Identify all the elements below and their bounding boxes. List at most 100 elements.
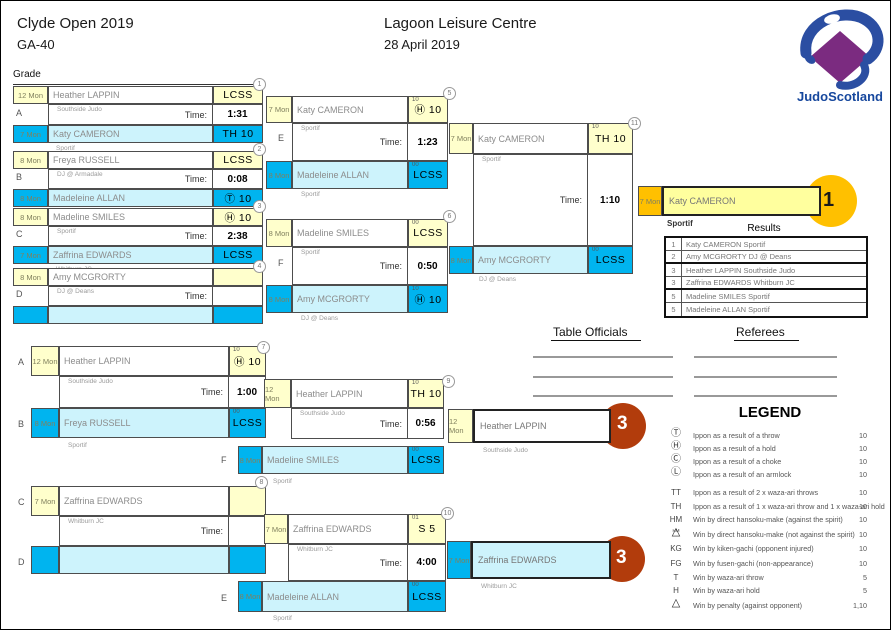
belt-cell (31, 546, 59, 574)
match-label: D (16, 289, 23, 299)
club-label: Southside Judo (57, 106, 102, 113)
club-label: Sportif (68, 442, 87, 449)
bronze2-name: Zaffrina EDWARDS (471, 541, 611, 579)
winner-name: Katy CAMERON (662, 186, 821, 216)
time-label: Time: (184, 291, 207, 301)
time-label: Time: (379, 418, 402, 429)
legend-desc: Win by waza-ari hold (693, 586, 760, 595)
belt-cell: 7 Mon (13, 246, 48, 264)
legend-points: 10 (859, 488, 867, 497)
time-label: Time: (559, 195, 582, 205)
match-label: A (16, 108, 23, 118)
competitor-name: Madeleine ALLAN (262, 581, 408, 612)
club-label: Sportif (301, 191, 320, 198)
legend-symbol-hold-icon: Ⓗ (671, 441, 681, 452)
time-value: 1:23 (407, 124, 447, 160)
score-cell (213, 306, 263, 324)
match-label: C (16, 229, 23, 239)
legend-points: 10 (859, 431, 867, 440)
results-row: 3 Zaffrina EDWARDS Whitburn JC (666, 277, 866, 290)
legend-desc: Ippon as a result of a throw (693, 431, 780, 440)
match-2-bottom-row: 8 Mon Madeleine ALLAN Ⓣ 10 (13, 189, 263, 207)
competitor-name: Madeleine ALLAN (292, 161, 408, 189)
match-6-top-row: 8 Mon Madeline SMILES 00 LCSS (266, 219, 448, 247)
belt-cell: 7 Mon (31, 486, 59, 516)
legend-symbol-triangle-hm-icon: △ HM (671, 526, 681, 538)
belt-cell: 7 Mon (266, 96, 292, 123)
match-1-mid: Southside Judo Time: 1:31 (48, 104, 263, 125)
logo-wordmark: JudoScotland (797, 89, 883, 104)
time-value (212, 287, 262, 305)
legend-desc: Win by penalty (against opponent) (693, 601, 803, 610)
club-label: Sportif (57, 228, 76, 235)
competitor-name: Amy MCGRORTY (48, 268, 213, 286)
match-number-badge: 5 (443, 87, 456, 100)
match-number-badge: 7 (257, 341, 270, 354)
result-rank: 1 (666, 238, 682, 250)
legend-symbol-throw-icon: Ⓣ (671, 428, 681, 439)
match-4-mid: DJ @ Deans Time: (48, 286, 263, 306)
legend-desc: Win by fusen-gachi (non-appearance) (693, 559, 814, 568)
legend-points: 10 (859, 515, 867, 524)
club-label: Sportif (482, 156, 501, 163)
logo-graphic (800, 9, 884, 90)
competitor-name: Madeleine ALLAN (48, 189, 213, 207)
legend-desc: Ippon as a result of 2 x waza-ari throws (693, 488, 819, 497)
competitor-name: Zaffrina EDWARDS (48, 246, 213, 264)
results-row: 2 Amy MCGRORTY DJ @ Deans (666, 251, 866, 264)
belt-cell: 8 Mon (266, 285, 292, 313)
belt-cell: 8 Mon (238, 446, 262, 474)
belt-cell: 12 Mon (264, 379, 291, 408)
time-label: Time: (200, 387, 223, 397)
score-cell: TH 10 (213, 125, 263, 143)
score-cell: 10 Ⓗ 10 (408, 285, 448, 313)
match-label: D (18, 557, 25, 567)
club-label: Sportif (301, 125, 320, 132)
final-top-row: 7 Mon Katy CAMERON 10 TH 10 (449, 123, 633, 154)
match-1-top-row: 12 Mon Heather LAPPIN LCSS (13, 86, 263, 104)
competitor-name: Freya RUSSELL (48, 151, 213, 169)
belt-cell: 7 Mon (449, 123, 473, 154)
score-cell: LCSS (213, 86, 263, 104)
legend-desc: Win by direct hansoku-make (against the … (693, 515, 843, 524)
score-cell: 00 LCSS (229, 408, 266, 438)
match-7-bottom-row: 8 Mon Freya RUSSELL 00 LCSS (31, 408, 266, 438)
result-name: Zaffrina EDWARDS Whitburn JC (686, 278, 795, 287)
result-rank: 3 (666, 277, 682, 288)
legend-points: 10 (859, 559, 867, 568)
result-name: Katy CAMERON Sportif (686, 239, 766, 249)
time-value (228, 517, 265, 545)
legend-symbol-armlock-icon: Ⓛ (671, 467, 681, 478)
legend-points: 10 (859, 544, 867, 553)
officials-blank-line (533, 395, 673, 397)
table-officials-title: Table Officials (551, 325, 642, 341)
club-label: Southside Judo (68, 378, 113, 385)
score-cell: Ⓣ 10 (213, 189, 263, 207)
club-label: Sportif (301, 249, 320, 256)
club-label: DJ @ Armadale (57, 171, 103, 178)
legend-points: 1,10 (853, 601, 867, 610)
legend-desc: Ippon as a result of an armlock (693, 470, 792, 479)
match-9-mid: Southside Judo Time: 0:56 (291, 408, 444, 439)
competitor-name: Zaffrina EDWARDS (288, 514, 408, 544)
match-number-badge: 2 (253, 143, 266, 156)
legend-symbol-choke-icon: Ⓒ (671, 454, 681, 465)
legend-desc: Win by kiken-gachi (opponent injured) (693, 544, 814, 553)
score-cell: 00 LCSS (408, 446, 444, 474)
score-cell: LCSS (213, 151, 263, 169)
club-label: Southside Judo (300, 410, 345, 417)
match-number-badge: 8 (255, 476, 268, 489)
belt-cell: 12 Mon (448, 409, 473, 443)
time-label: Time: (184, 174, 207, 184)
legend-points: 10 (859, 457, 867, 466)
legend-symbol-fg: FG (670, 559, 682, 568)
time-label: Time: (200, 526, 223, 536)
legend-desc: Win by waza-ari throw (693, 573, 764, 582)
club-label: Sportif (273, 478, 292, 485)
belt-cell: 8 Mon (13, 208, 48, 226)
time-label: Time: (184, 231, 207, 241)
match-number-badge: 1 (253, 78, 266, 91)
score-cell: 00 LCSS (408, 219, 448, 247)
referees-title: Referees (734, 325, 799, 341)
judoscotland-logo (794, 7, 886, 91)
